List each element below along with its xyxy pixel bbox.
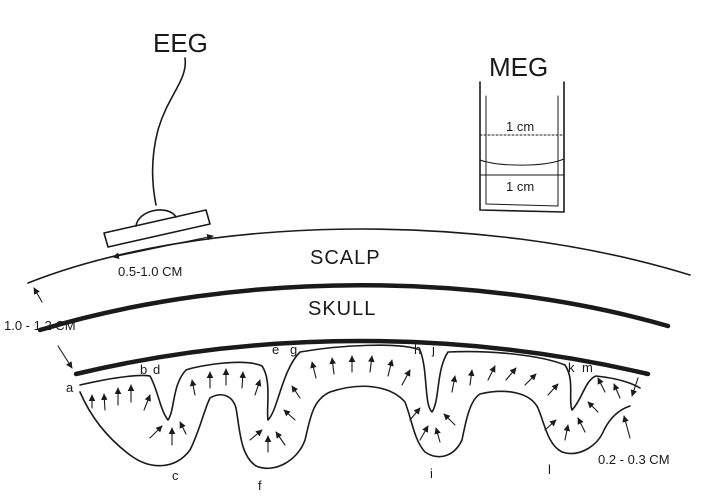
point-h-label: h [414,342,421,357]
dipole-arrows [88,355,621,453]
meg-sensor [479,81,565,213]
point-i-label: i [430,466,433,481]
point-g-label: g [290,342,297,357]
scalp-surface [27,228,691,284]
scalp-label: SCALP [310,247,381,269]
point-m-label: m [582,360,593,375]
cortex-thickness-arrow-top [630,377,639,397]
cortex-thickness-arrow-bottom [622,415,631,439]
eeg-label: EEG [153,28,208,58]
electrode-width-label: 0.5-1.0 CM [118,264,182,279]
scalp-thickness-label: 1.0 - 1.2 CM [4,318,76,333]
cortex-thickness-label: 0.2 - 0.3 CM [598,452,670,467]
meg-spacing-bottom-label: 1 cm [506,179,534,194]
point-c-label: c [172,468,179,483]
skull-outer [37,283,671,333]
point-b-label: b [140,362,147,377]
point-d-label: d [153,362,160,377]
point-l-label: l [548,462,551,477]
cortex [79,344,641,470]
skull-inner [73,338,651,377]
point-e-label: e [272,342,279,357]
meg-label: MEG [489,52,548,82]
point-a-label: a [66,380,74,395]
point-k-label: k [568,360,575,375]
skull-label: SKULL [308,298,376,320]
point-j-label: j [431,342,435,357]
scalp-thickness-arrow-top [33,287,43,303]
eeg-electrode [103,57,211,248]
meg-spacing-top-label: 1 cm [506,119,534,134]
point-f-label: f [258,478,262,493]
scalp-thickness-arrow-bottom [57,345,73,369]
